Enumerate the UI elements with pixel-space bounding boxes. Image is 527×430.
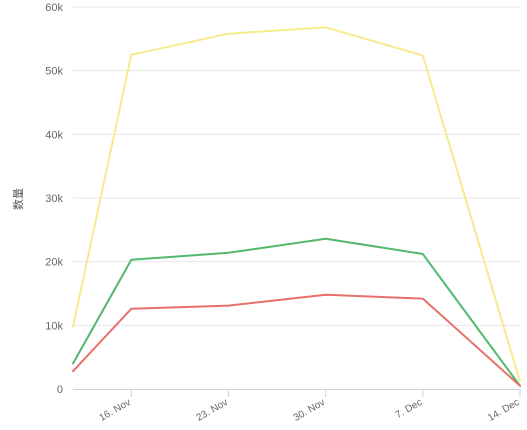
x-tick-label: 7. Dec: [394, 397, 425, 421]
x-tick-label: 23. Nov: [195, 397, 230, 424]
series-line-2: [72, 237, 521, 387]
y-tick-label: 20k: [45, 257, 63, 269]
x-tick-label: 16. Nov: [97, 397, 132, 424]
axes: 0 10k 20k 30k 40k 50k 60k 16. Nov 23. Nov 30. Nov…: [45, 2, 521, 424]
y-tick-label: 50k: [45, 66, 63, 78]
x-tick-label: 30. Nov: [292, 397, 327, 424]
y-tick-label: 40k: [45, 129, 63, 141]
x-tick-label: 14. Dec: [486, 397, 521, 424]
series-line-3: [72, 293, 521, 387]
y-tick-label: 0: [57, 384, 63, 396]
grid: [73, 6, 520, 326]
series-lines: [72, 26, 521, 387]
y-axis-label: 数量: [12, 188, 25, 210]
y-tick-label: 60k: [45, 2, 63, 14]
y-tick-label: 10k: [45, 320, 63, 332]
series-line-1: [72, 26, 521, 383]
y-tick-label: 30k: [45, 193, 63, 205]
